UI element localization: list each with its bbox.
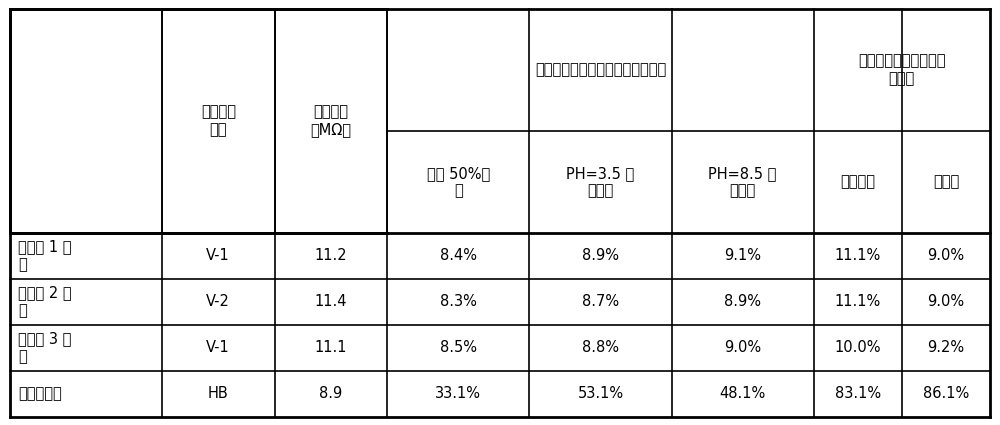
Text: 33.1%: 33.1%: [435, 386, 481, 401]
Text: 11.2: 11.2: [315, 248, 347, 264]
Text: 11.1%: 11.1%: [835, 294, 881, 309]
Text: 53.1%: 53.1%: [577, 386, 624, 401]
Text: 8.4%: 8.4%: [440, 248, 477, 264]
Text: 湿度 50%环
境: 湿度 50%环 境: [427, 166, 490, 198]
Text: 黑曲霉: 黑曲霉: [933, 174, 959, 190]
Text: V-1: V-1: [206, 340, 230, 355]
Text: 8.3%: 8.3%: [440, 294, 477, 309]
Text: V-1: V-1: [206, 248, 230, 264]
Text: 8.9%: 8.9%: [582, 248, 619, 264]
Text: 86.1%: 86.1%: [923, 386, 969, 401]
Text: HB: HB: [208, 386, 229, 401]
Text: 绝缘电阻
（MΩ）: 绝缘电阻 （MΩ）: [310, 105, 351, 137]
Text: PH=3.5 酸
性环境: PH=3.5 酸 性环境: [566, 166, 635, 198]
Text: 大肠杆菌: 大肠杆菌: [840, 174, 875, 190]
Text: 8.7%: 8.7%: [582, 294, 619, 309]
Text: 9.0%: 9.0%: [724, 340, 761, 355]
Text: 防火阻燃
级别: 防火阻燃 级别: [201, 105, 236, 137]
Text: 11.4: 11.4: [315, 294, 347, 309]
Text: 11.1: 11.1: [315, 340, 347, 355]
Text: PH=8.5 碱
性环境: PH=8.5 碱 性环境: [708, 166, 777, 198]
Text: 8.8%: 8.8%: [582, 340, 619, 355]
Text: 11.1%: 11.1%: [835, 248, 881, 264]
Text: 10.0%: 10.0%: [834, 340, 881, 355]
Text: 8.9%: 8.9%: [724, 294, 761, 309]
Text: 实施例 3 产
品: 实施例 3 产 品: [18, 332, 71, 364]
Text: 8.5%: 8.5%: [440, 340, 477, 355]
Bar: [10, 8, 387, 233]
Text: 9.2%: 9.2%: [927, 340, 964, 355]
Text: 实施例 2 产
品: 实施例 2 产 品: [18, 286, 72, 318]
Text: 9.1%: 9.1%: [724, 248, 761, 264]
Text: 9.0%: 9.0%: [927, 248, 964, 264]
Text: 不同情况下腐蚀率（百分含量计）: 不同情况下腐蚀率（百分含量计）: [535, 62, 666, 77]
Text: 8.9: 8.9: [319, 386, 343, 401]
Text: 83.1%: 83.1%: [835, 386, 881, 401]
Text: 霉菌存活情况（百分含
量计）: 霉菌存活情况（百分含 量计）: [858, 54, 946, 86]
Text: 9.0%: 9.0%: [927, 294, 964, 309]
Text: 48.1%: 48.1%: [719, 386, 766, 401]
Text: 某市售产品: 某市售产品: [18, 386, 62, 401]
Text: 实施例 1 产
品: 实施例 1 产 品: [18, 240, 72, 272]
Text: V-2: V-2: [206, 294, 230, 309]
